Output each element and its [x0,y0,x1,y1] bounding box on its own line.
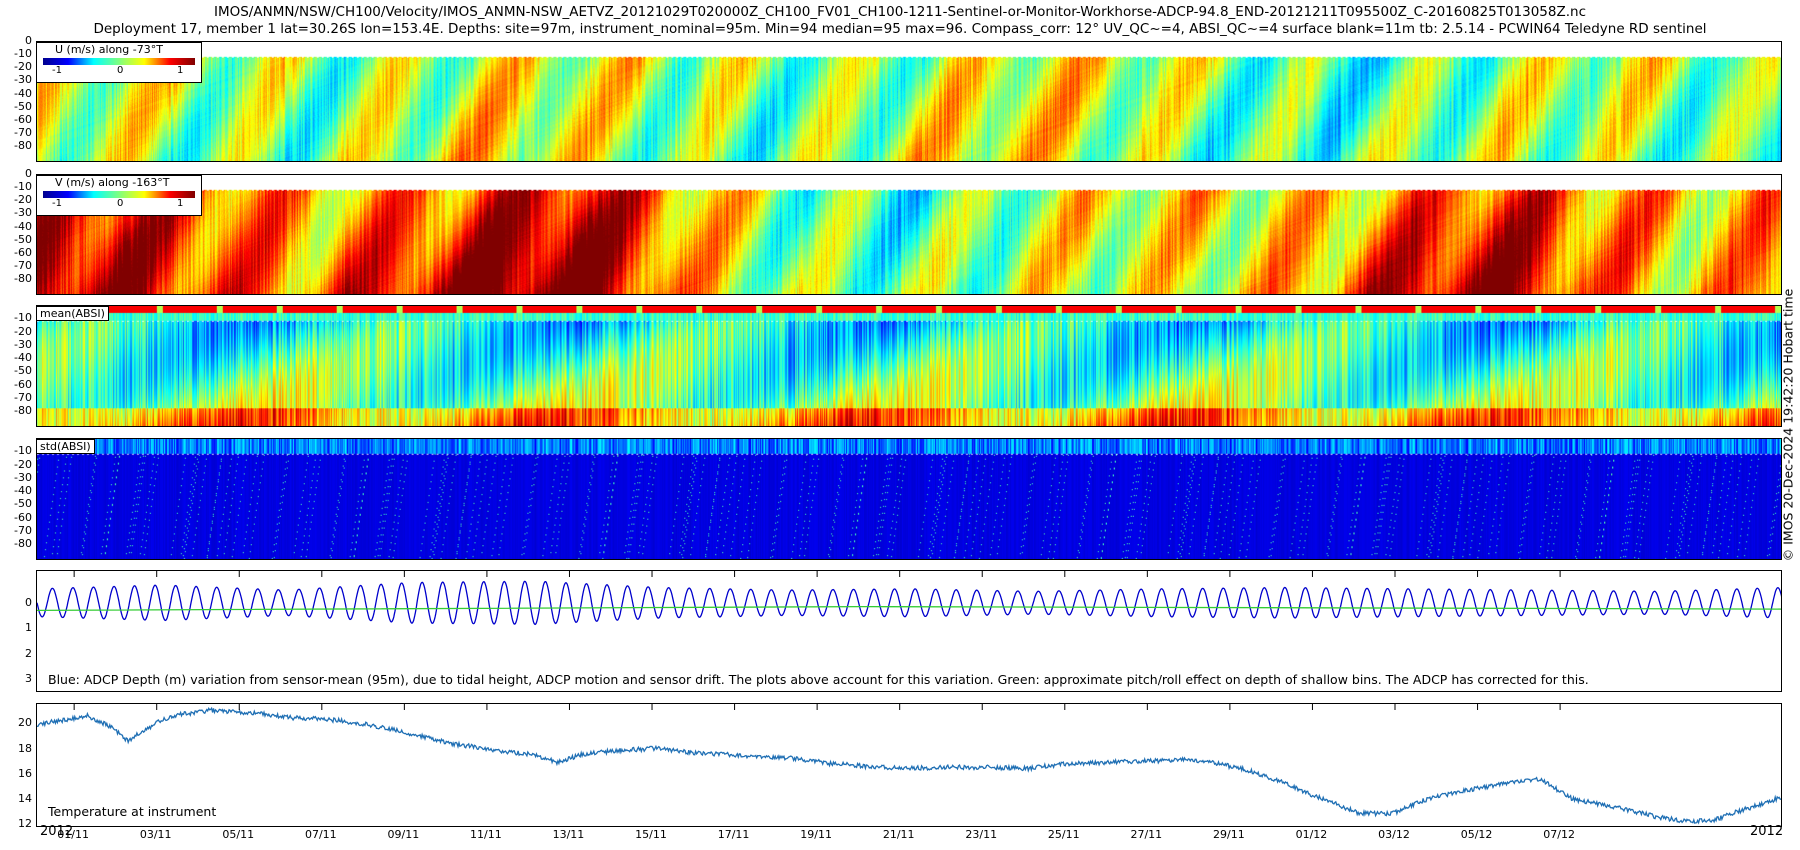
y-tick-label: -40 [14,86,32,100]
x-tick-label: 25/11 [1047,828,1080,841]
y-tick-label: -50 [14,364,32,378]
y-tick-label: -80 [14,537,32,551]
y-tick-label: 14 [18,792,32,806]
x-tick-label: 07/11 [304,828,337,841]
y-tick-label: -40 [14,219,32,233]
x-tick-label: 07/12 [1543,828,1575,841]
temperature-line [37,706,1781,825]
x-tick-label: 15/11 [635,828,667,841]
y-tick-label: -50 [14,99,32,113]
y-tick-label: -30 [14,73,32,87]
x-tick-label: 03/11 [139,828,172,841]
y-tick-label: 20 [18,716,32,730]
x-tick-label: 01/12 [1295,828,1328,841]
y-tick-label: -50 [14,497,32,511]
y-tick-label: 18 [18,741,32,755]
mean-absi-heatmap [36,305,1782,427]
temperature-chart [36,703,1782,827]
u-colorbar-inset: U (m/s) along -73°T -1 0 1 [36,42,202,83]
y-tick-label: 2 [25,646,32,660]
v-panel-label: V (m/s) along -163°T [55,176,170,189]
mean-absi-label: mean(ABSI) [36,306,109,321]
v-colorbar-tick-min: -1 [52,198,62,209]
u-colorbar-tick-max: 1 [177,65,184,76]
x-tick-label: 01/11 [57,828,89,841]
temperature-svg [37,704,1781,825]
x-tick-label: 09/11 [387,828,420,841]
y-tick-label: 12 [18,817,32,831]
y-tick-label: -70 [14,390,32,404]
x-tick-label: 27/11 [1130,828,1163,841]
y-tick-label: 3 [25,672,32,686]
x-axis-end-year: 2012 [1750,824,1784,839]
y-tick-label: -70 [14,523,32,537]
x-tick-label: 13/11 [552,828,585,841]
std-absi-heatmap [36,438,1782,560]
figure-title-line1: IMOS/ANMN/NSW/CH100/Velocity/IMOS_ANMN-N… [213,4,1586,20]
y-tick-label: -60 [14,510,32,524]
y-tick-label: -20 [14,60,32,74]
y-tick-label: -40 [14,484,32,498]
pitch-roll-effect-line [37,605,1781,612]
y-tick-label: -70 [14,259,32,273]
y-tick-label: 0 [25,596,32,610]
u-colorbar-tick-min: -1 [52,65,62,76]
y-tick-label: 1 [25,621,32,635]
y-tick-label: 0 [25,167,32,180]
u-panel-label: U (m/s) along -73°T [55,43,163,56]
u-colorbar-tick-mid: 0 [117,65,124,76]
y-tick-label: -60 [14,245,32,259]
y-tick-label: -70 [14,126,32,140]
y-tick-label: -30 [14,470,32,484]
y-tick-label: -40 [14,351,32,365]
figure-title-line2: Deployment 17, member 1 lat=30.26S lon=1… [93,21,1707,37]
depth-variation-line [37,580,1781,626]
y-tick-label: 16 [18,766,32,780]
y-tick-label: -30 [14,206,32,220]
x-tick-label: 19/11 [800,828,832,841]
x-tick-label: 23/11 [965,828,998,841]
u-velocity-heatmap-canvas [37,42,1781,161]
v-velocity-heatmap-canvas [37,175,1781,294]
y-tick-label: -60 [14,377,32,391]
y-tick-label: -50 [14,232,32,246]
std-absi-label: std(ABSI) [36,439,95,454]
y-tick-label: -10 [14,444,32,458]
y-tick-label: -20 [14,193,32,207]
y-tick-label: -20 [14,457,32,471]
v-velocity-heatmap [36,174,1782,295]
adcp-depth-variation-chart [36,570,1782,692]
adcp-depth-variation-svg [37,571,1781,626]
y-tick-label: -30 [14,337,32,351]
u-velocity-heatmap [36,41,1782,162]
v-colorbar-tick-max: 1 [177,198,184,209]
y-tick-label: -80 [14,139,32,153]
x-tick-label: 17/11 [717,828,750,841]
y-tick-label: -10 [14,311,32,325]
depth-variation-annotation: Blue: ADCP Depth (m) variation from sens… [48,672,1589,687]
v-colorbar-inset: V (m/s) along -163°T -1 0 1 [36,175,202,216]
y-tick-label: -60 [14,112,32,126]
std-absi-heatmap-canvas [37,439,1781,559]
x-tick-label: 21/11 [882,828,915,841]
y-tick-label: -20 [14,324,32,338]
y-tick-label: -80 [14,404,32,418]
temperature-label: Temperature at instrument [48,804,217,819]
x-axis-start-year: 2012 [40,824,74,839]
v-colorbar [43,191,195,198]
y-tick-label: -10 [14,180,32,194]
copyright-timestamp-label: © IMOS 20-Dec-2024 19:42:20 Hobart time [1780,288,1796,562]
u-colorbar [43,58,195,65]
x-tick-label: 05/11 [222,828,255,841]
x-tick-label: 03/12 [1378,828,1410,841]
v-colorbar-tick-mid: 0 [117,198,124,209]
x-tick-label: 11/11 [470,828,502,841]
y-tick-label: -80 [14,272,32,286]
mean-absi-heatmap-canvas [37,306,1781,426]
x-tick-label: 29/11 [1213,828,1245,841]
x-tick-label: 05/12 [1460,828,1493,841]
y-tick-label: -10 [14,47,32,61]
y-tick-label: 0 [25,34,32,47]
